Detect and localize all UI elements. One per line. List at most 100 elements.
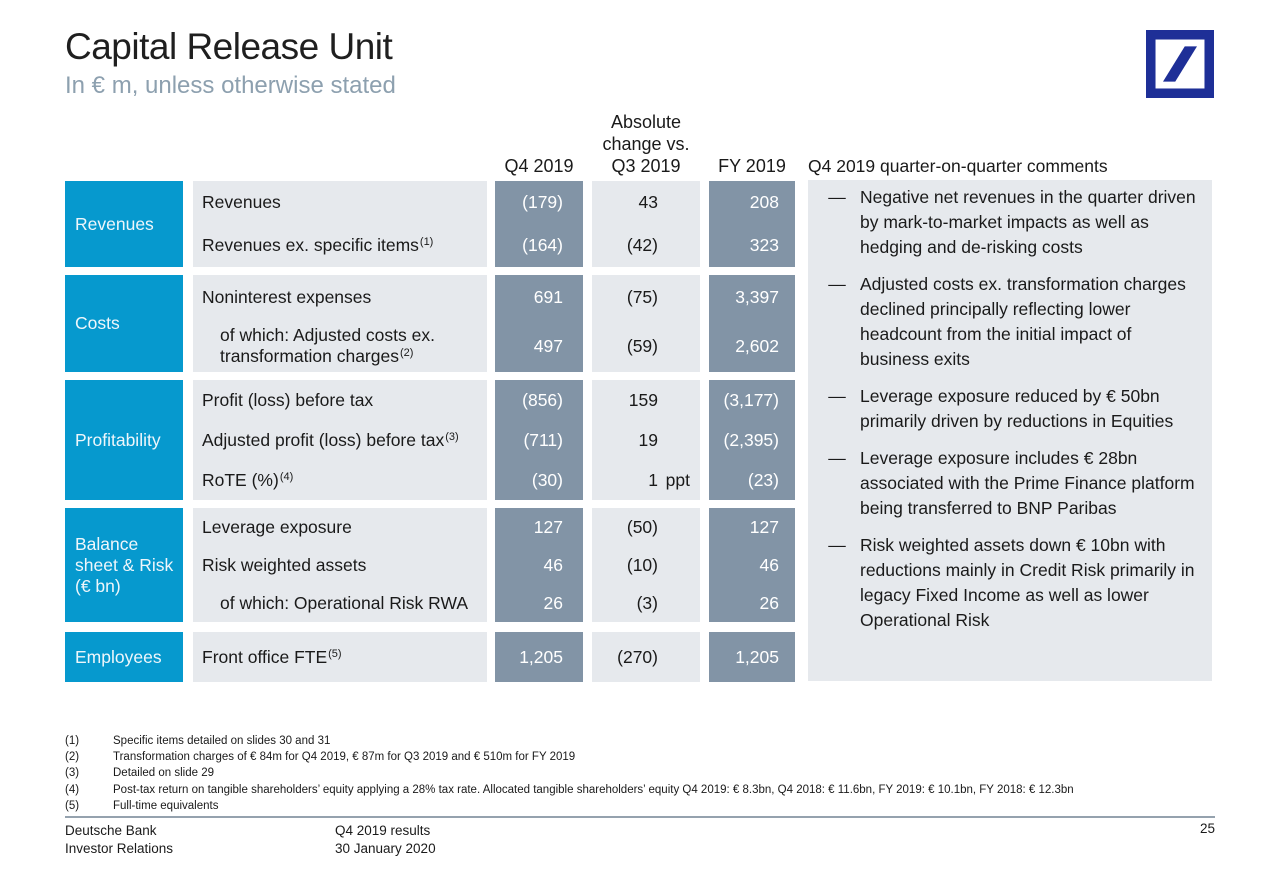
value-q3: (3) bbox=[636, 592, 658, 613]
footnote-number: (1) bbox=[65, 735, 80, 747]
unit-ppt: ppt bbox=[665, 469, 690, 490]
value-q3: 19 bbox=[638, 429, 658, 450]
table-row: Revenues ex. specific items(1) (164) (42… bbox=[65, 224, 795, 267]
page-number: 25 bbox=[1199, 821, 1215, 836]
footer-event-line2: 30 January 2020 bbox=[335, 841, 436, 856]
value-fy: 3,397 bbox=[735, 287, 779, 307]
col-header-q3-2019: Q3 2019 bbox=[611, 156, 681, 176]
fy-column-panel bbox=[709, 380, 795, 500]
metric-label: Adjusted profit (loss) before tax(3) bbox=[202, 429, 459, 450]
comment-text: Leverage exposure reduced by € 50bn prim… bbox=[860, 386, 1174, 431]
category-label: Revenues bbox=[75, 213, 154, 234]
labels-panel bbox=[193, 508, 487, 622]
footnote-number: (2) bbox=[65, 751, 80, 764]
footnote-number: (4) bbox=[65, 783, 80, 796]
labels-panel bbox=[193, 632, 487, 682]
value-q4: 497 bbox=[533, 335, 563, 356]
q3-column-panel bbox=[592, 508, 700, 622]
comment-bullet: — Leverage exposure includes € 28bn asso… bbox=[822, 446, 1198, 521]
deutsche-bank-logo-svg bbox=[1146, 30, 1214, 98]
metric-label: Noninterest expenses bbox=[202, 287, 372, 307]
footnote-text: Specific items detailed on slides 30 and… bbox=[113, 735, 331, 747]
category-revenues: Revenues bbox=[65, 181, 183, 267]
footer-company: Deutsche Bank Investor Relations bbox=[65, 822, 173, 858]
footnote-text: Full-time equivalents bbox=[113, 799, 219, 812]
col-header-q4-2019: Q4 2019 bbox=[504, 156, 574, 176]
table-row: Front office FTE(5) 1,205 (270) 1,205 bbox=[65, 632, 795, 682]
value-q4: 26 bbox=[543, 592, 563, 613]
bullet-dash-icon: — bbox=[828, 187, 846, 207]
q3-column-panel bbox=[592, 380, 700, 500]
deutsche-bank-logo-icon bbox=[1146, 30, 1214, 98]
comment-text: Adjusted costs ex. transformation charge… bbox=[860, 274, 1186, 369]
category-label: Costs bbox=[75, 313, 120, 333]
table-row: RoTE (%)(4) (30) 1 ppt (23) bbox=[65, 460, 795, 500]
value-q4: 1,205 bbox=[519, 646, 563, 667]
labels-panel bbox=[193, 275, 487, 372]
fy-column-panel bbox=[709, 181, 795, 267]
value-q3: (75) bbox=[626, 287, 658, 307]
category-costs: Costs bbox=[65, 275, 183, 372]
table-row: Leverage exposure 127 (50) 127 bbox=[65, 508, 795, 546]
metric-label: Front office FTE(5) bbox=[202, 646, 342, 667]
footnote: (2) Transformation charges of € 84m for … bbox=[65, 749, 1225, 765]
section-revenues: Revenues Revenues (179) 43 208 Revenues … bbox=[65, 181, 795, 267]
footnote-text: Post-tax return on tangible shareholders… bbox=[113, 783, 1074, 796]
page-subtitle: In € m, unless otherwise stated bbox=[65, 72, 396, 99]
fy-column-panel bbox=[709, 275, 795, 372]
metric-label: Risk weighted assets bbox=[202, 554, 367, 575]
footer-company-line1: Deutsche Bank bbox=[65, 823, 157, 838]
comments-panel: — Negative net revenues in the quarter d… bbox=[808, 180, 1212, 681]
comment-text: Risk weighted assets down € 10bn with re… bbox=[860, 535, 1195, 630]
section-costs: Costs Noninterest expenses 691 (75) 3,39… bbox=[65, 275, 795, 372]
value-fy: (2,395) bbox=[723, 429, 779, 450]
bullet-dash-icon: — bbox=[828, 386, 846, 406]
q4-column-panel bbox=[495, 181, 583, 267]
value-fy: 1,205 bbox=[735, 646, 779, 667]
value-q3: 43 bbox=[638, 192, 658, 212]
footnote: (3) Detailed on slide 29 bbox=[65, 765, 1225, 781]
value-fy: 208 bbox=[749, 192, 779, 212]
footnote-text: Transformation charges of € 84m for Q4 2… bbox=[113, 751, 576, 764]
category-employees: Employees bbox=[65, 632, 183, 682]
col-header-change-line2: change vs. bbox=[602, 134, 690, 154]
footer-divider bbox=[65, 816, 1215, 818]
section-employees: Employees Front office FTE(5) 1,205 (270… bbox=[65, 632, 795, 682]
value-q3: (50) bbox=[626, 516, 658, 537]
comment-text: Leverage exposure includes € 28bn associ… bbox=[860, 448, 1195, 518]
bullet-dash-icon: — bbox=[828, 448, 846, 468]
metric-label: Leverage exposure bbox=[202, 516, 352, 537]
value-q3: (270) bbox=[617, 646, 658, 667]
section-profitability: Profitability Profit (loss) before tax (… bbox=[65, 380, 795, 500]
value-q4: (179) bbox=[522, 192, 563, 212]
comments-title: Q4 2019 quarter-on-quarter comments bbox=[808, 156, 1108, 176]
value-q4: 691 bbox=[533, 287, 563, 307]
q3-column-panel bbox=[592, 181, 700, 267]
footnote: (5) Full-time equivalents bbox=[65, 798, 1225, 814]
q4-column-panel bbox=[495, 632, 583, 682]
comment-bullet: — Leverage exposure reduced by € 50bn pr… bbox=[822, 384, 1198, 434]
q3-column-panel bbox=[592, 632, 700, 682]
value-fy: 46 bbox=[759, 554, 779, 575]
table-row: Revenues (179) 43 208 bbox=[65, 181, 795, 224]
value-q4: 127 bbox=[533, 516, 563, 537]
value-q3: (42) bbox=[626, 235, 658, 255]
value-q4: (30) bbox=[531, 469, 563, 490]
table-row: Noninterest expenses 691 (75) 3,397 bbox=[65, 275, 795, 320]
footer-event-line1: Q4 2019 results bbox=[335, 823, 431, 838]
footnote: (1) Specific items detailed on slides 30… bbox=[65, 733, 1225, 749]
q4-column-panel bbox=[495, 275, 583, 372]
footnote-number: (3) bbox=[65, 767, 80, 780]
footnote: (4) Post-tax return on tangible sharehol… bbox=[65, 782, 1225, 798]
comment-text: Negative net revenues in the quarter dri… bbox=[860, 187, 1196, 257]
table-row: of which: Operational Risk RWA 26 (3) 26 bbox=[65, 584, 795, 622]
category-label: Profitability bbox=[75, 429, 161, 450]
metric-label: of which: Adjusted costs ex. transformat… bbox=[220, 325, 435, 366]
footnote-number: (5) bbox=[65, 799, 80, 812]
footnote-text: Detailed on slide 29 bbox=[113, 767, 215, 780]
comment-bullet: — Risk weighted assets down € 10bn with … bbox=[822, 533, 1198, 633]
footnotes: (1) Specific items detailed on slides 30… bbox=[65, 733, 1225, 814]
section-balance-sheet-risk: Balance sheet & Risk (€ bn) Leverage exp… bbox=[65, 508, 795, 622]
value-q4: 46 bbox=[543, 554, 563, 575]
